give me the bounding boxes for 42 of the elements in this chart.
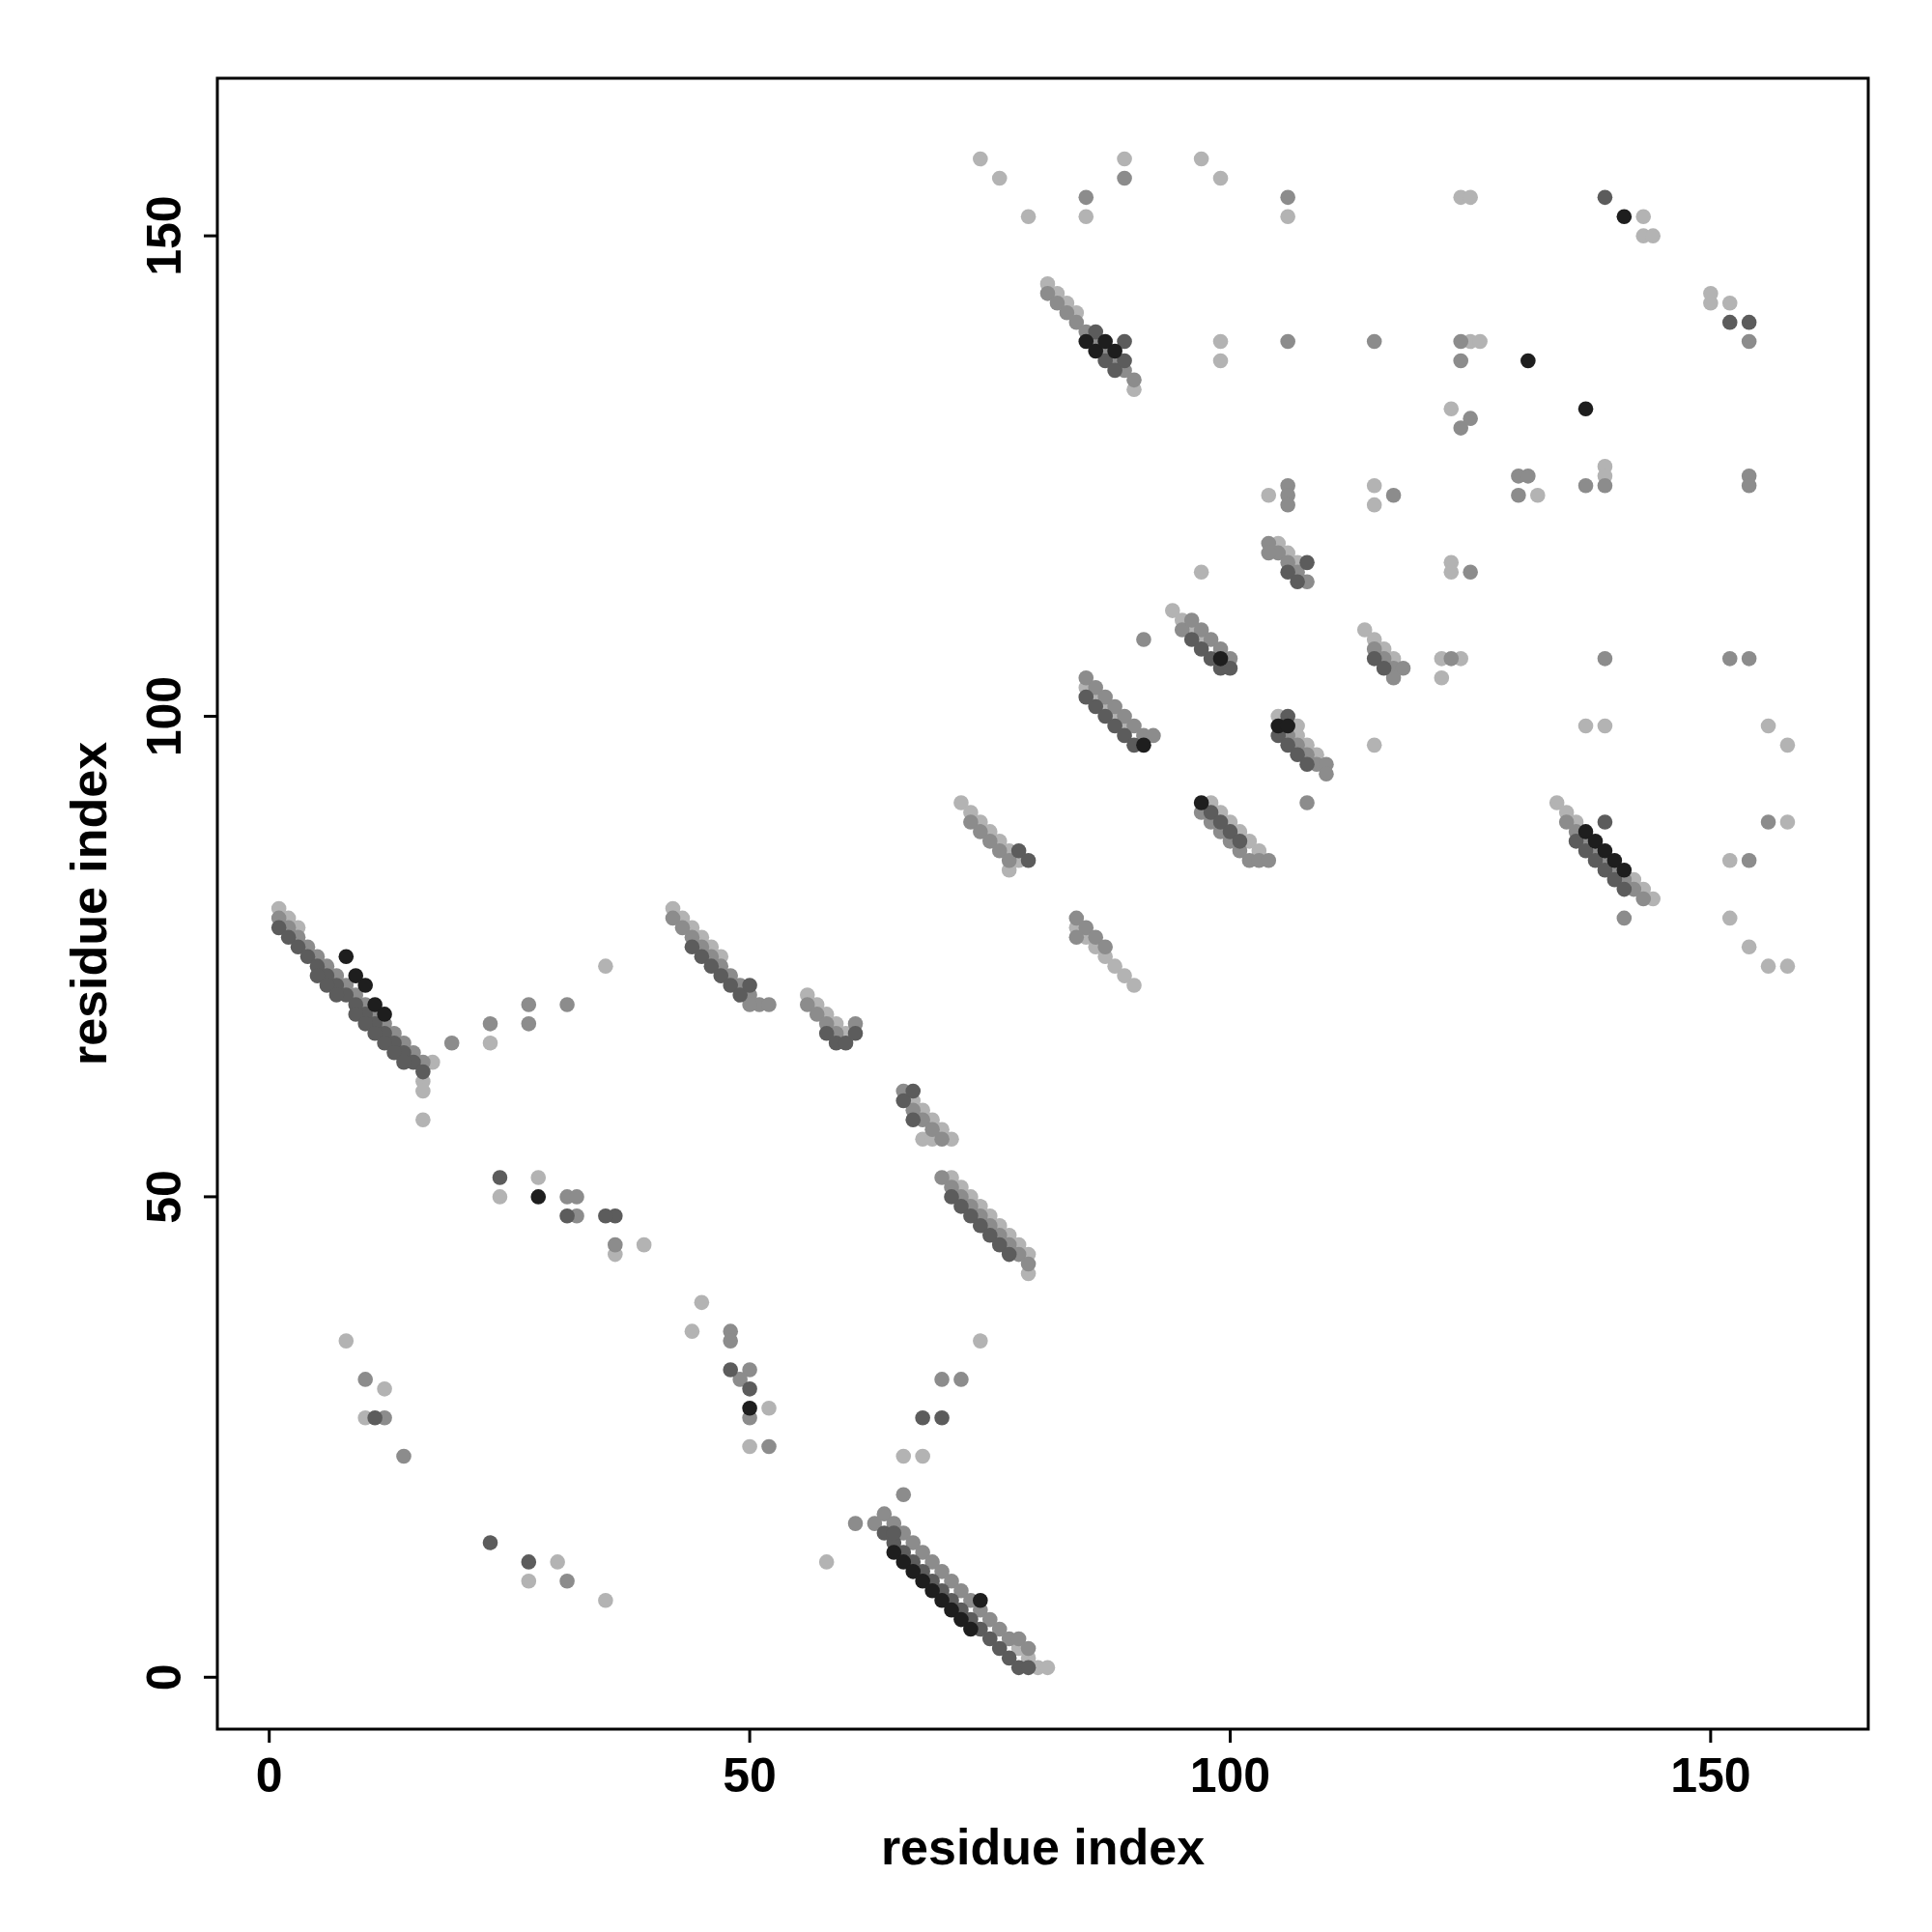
point <box>905 1564 922 1579</box>
point <box>1088 343 1104 359</box>
point <box>953 1611 969 1628</box>
point <box>1097 333 1113 350</box>
point <box>377 1007 392 1022</box>
point <box>915 1574 930 1589</box>
x-axis-title: residue index <box>880 1819 1206 1875</box>
y-tick-label: 100 <box>137 675 191 757</box>
point <box>357 978 373 993</box>
x-tick-label: 100 <box>1189 1748 1271 1803</box>
point <box>1107 343 1122 359</box>
point <box>1212 651 1229 667</box>
y-tick-label: 50 <box>137 1170 191 1224</box>
point <box>1193 795 1209 810</box>
point <box>1616 209 1633 225</box>
point <box>530 1189 547 1205</box>
point <box>348 968 364 983</box>
point <box>1577 824 1594 839</box>
point <box>1597 842 1613 859</box>
point <box>1616 862 1633 878</box>
point <box>1520 353 1536 369</box>
y-tick-label: 0 <box>137 1663 191 1691</box>
point <box>944 1602 959 1618</box>
x-tick-label: 50 <box>723 1748 777 1803</box>
point <box>367 997 383 1012</box>
point <box>924 1582 940 1599</box>
x-tick-label: 150 <box>1670 1748 1751 1803</box>
y-tick-label: 150 <box>137 195 191 276</box>
x-tick-label: 0 <box>255 1748 283 1803</box>
point <box>973 1592 988 1608</box>
point <box>934 1592 950 1608</box>
point <box>338 949 355 965</box>
point <box>1577 401 1594 416</box>
point <box>1136 737 1151 753</box>
point <box>742 1400 757 1416</box>
point <box>886 1545 902 1560</box>
point <box>1078 333 1094 350</box>
point <box>963 1621 979 1637</box>
point <box>895 1554 912 1570</box>
y-axis-title: residue index <box>61 741 117 1066</box>
point <box>1587 834 1604 849</box>
point <box>1606 852 1623 868</box>
